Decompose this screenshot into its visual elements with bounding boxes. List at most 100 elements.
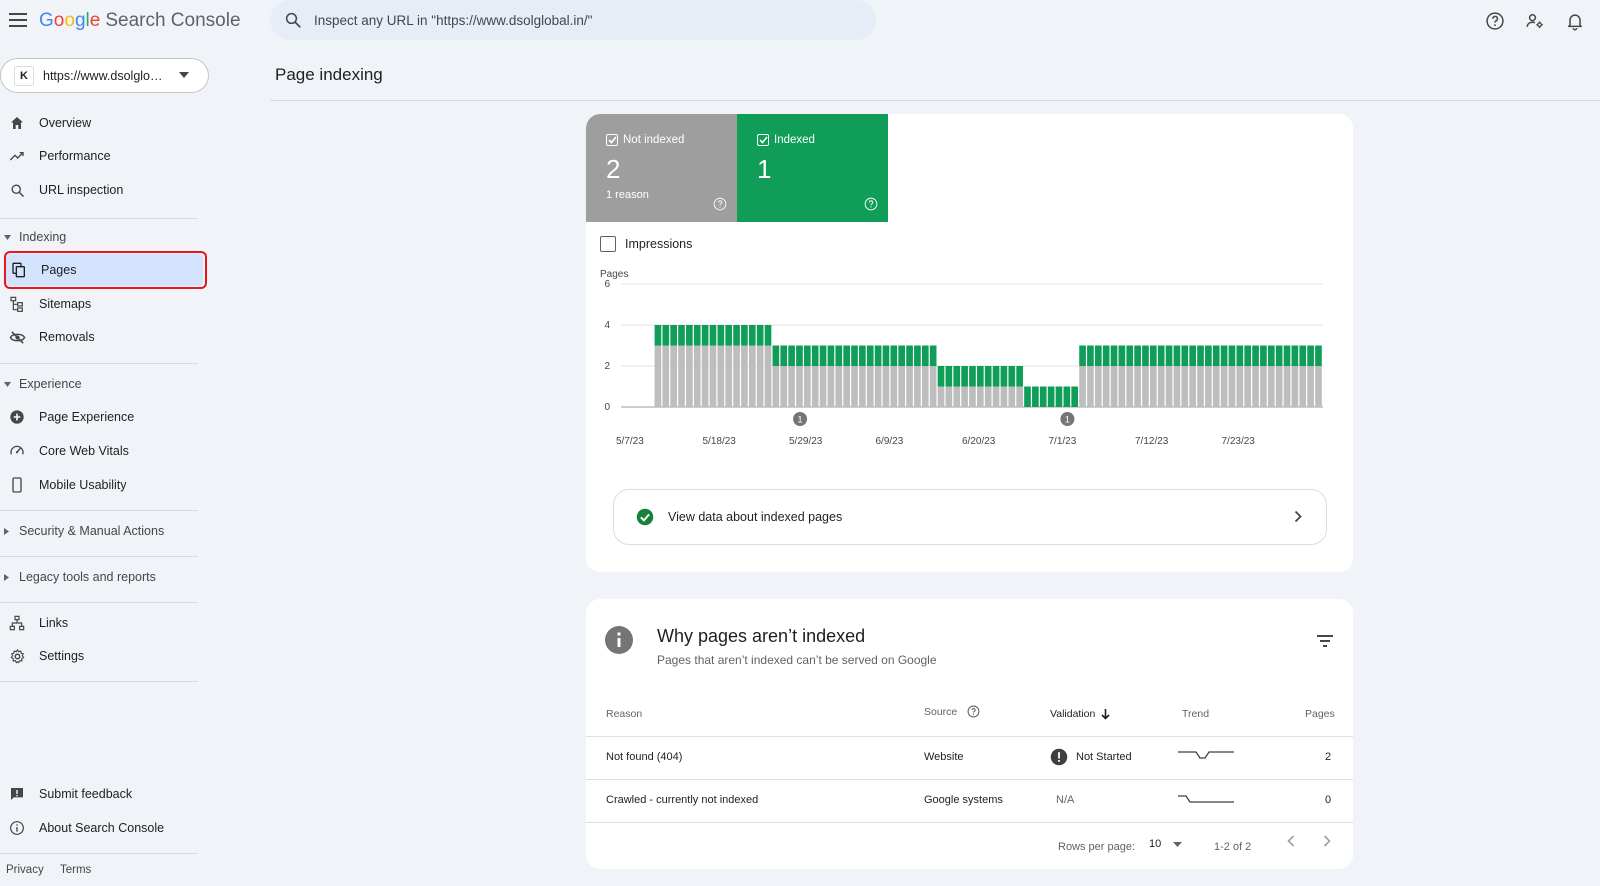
impressions-checkbox[interactable]: Impressions <box>600 236 692 252</box>
bar-not-indexed <box>709 345 717 407</box>
sidebar-item-url-inspection[interactable]: URL inspection <box>0 176 196 204</box>
bar-not-indexed <box>1118 366 1126 407</box>
sidebar-section-security[interactable]: Security & Manual Actions <box>0 520 164 542</box>
manage-users-button[interactable] <box>1523 9 1547 33</box>
sidebar-item-settings[interactable]: Settings <box>0 642 196 670</box>
bar-not-indexed <box>686 345 693 407</box>
terms-link[interactable]: Terms <box>60 864 92 876</box>
bar-not-indexed <box>866 366 874 407</box>
checkbox-checked-icon <box>606 134 618 146</box>
speedometer-icon <box>10 445 24 455</box>
column-header-source: Source <box>924 705 980 718</box>
bar-indexed <box>725 325 733 346</box>
sidebar-item-core-web-vitals[interactable]: Core Web Vitals <box>0 437 196 465</box>
bar-indexed <box>984 366 992 387</box>
bar-indexed <box>1267 345 1275 366</box>
bar-not-indexed <box>1260 366 1267 407</box>
annotation-marker <box>793 412 808 426</box>
bar-indexed <box>1008 366 1016 387</box>
bar-indexed <box>1142 345 1149 366</box>
source-cell: Website <box>924 751 964 763</box>
property-selector[interactable]: K https://www.dsolglo… <box>0 58 209 93</box>
y-tick-label: 2 <box>604 361 610 372</box>
column-header-validation[interactable]: Validation <box>1050 708 1110 720</box>
checkbox-checked-icon <box>757 134 769 146</box>
x-tick-label: 7/23/23 <box>1222 436 1256 447</box>
sidebar-item-removals[interactable]: Removals <box>0 323 196 351</box>
sidebar-item-label: Page Experience <box>39 410 135 424</box>
bar-not-indexed <box>898 366 906 407</box>
privacy-link[interactable]: Privacy <box>6 864 44 876</box>
sidebar-section-legacy[interactable]: Legacy tools and reports <box>0 566 156 588</box>
sidebar-section-indexing[interactable]: Indexing <box>0 226 66 248</box>
bar-indexed <box>717 325 725 346</box>
bar-indexed <box>780 345 788 366</box>
bar-not-indexed <box>882 366 890 407</box>
sidebar-item-mobile-usability[interactable]: Mobile Usability <box>0 471 196 499</box>
bar-indexed <box>1024 386 1031 407</box>
sidebar-item-links[interactable]: Links <box>0 609 196 637</box>
help-icon[interactable] <box>864 197 878 211</box>
indexed-count: 1 <box>757 154 772 184</box>
sidebar-item-pages[interactable]: Pages <box>6 254 203 286</box>
table-row[interactable]: Crawled - currently not indexed Google s… <box>586 780 1353 822</box>
bar-indexed <box>1173 345 1181 366</box>
notifications-button[interactable] <box>1563 9 1587 33</box>
dropdown-caret-icon <box>179 72 189 78</box>
bar-indexed <box>1205 345 1212 366</box>
filter-icon[interactable] <box>1317 635 1333 647</box>
indexing-summary-card: Not indexed 2 1 reason Indexed 1 Impress… <box>586 114 1353 572</box>
sidebar-section-experience[interactable]: Experience <box>0 373 82 395</box>
bar-indexed <box>827 345 835 366</box>
column-header-pages: Pages <box>1305 708 1335 720</box>
not-indexed-tab[interactable]: Not indexed 2 1 reason <box>586 114 737 222</box>
help-icon[interactable] <box>967 705 980 718</box>
main-menu-button[interactable] <box>6 8 30 32</box>
y-tick-label: 4 <box>604 320 610 331</box>
bar-not-indexed <box>835 366 843 407</box>
y-axis-label: Pages <box>600 269 628 280</box>
view-indexed-pages-button[interactable]: View data about indexed pages <box>613 489 1327 545</box>
search-console-logo[interactable]: Google Search Console <box>39 10 241 31</box>
sidebar-item-label: About Search Console <box>39 821 165 835</box>
bar-not-indexed <box>1315 366 1322 407</box>
next-page-button[interactable] <box>1323 835 1331 847</box>
sidebar-item-page-experience[interactable]: Page Experience <box>0 403 196 431</box>
bar-indexed <box>882 345 890 366</box>
sidebar-divider <box>0 510 198 511</box>
bar-not-indexed <box>1008 386 1016 407</box>
sidebar-item-label: Settings <box>39 649 85 663</box>
bar-not-indexed <box>1267 366 1275 407</box>
bar-not-indexed <box>945 386 953 407</box>
sidebar-divider <box>0 681 198 682</box>
submit-feedback-link[interactable]: Submit feedback <box>0 780 196 808</box>
search-input[interactable] <box>314 12 834 28</box>
bar-indexed <box>1244 345 1252 366</box>
trend-sparkline <box>1178 795 1234 803</box>
impressions-label: Impressions <box>625 237 693 251</box>
url-inspection-search-bar[interactable] <box>270 0 876 40</box>
bar-indexed <box>1236 345 1244 366</box>
help-button[interactable] <box>1483 9 1507 33</box>
sidebar-item-overview[interactable]: Overview <box>0 109 196 137</box>
rows-per-page-select[interactable]: 10 <box>1149 838 1183 850</box>
why-not-indexed-card: Why pages aren’t indexed Pages that aren… <box>586 599 1353 869</box>
bar-not-indexed <box>1205 366 1212 407</box>
previous-page-button[interactable] <box>1287 835 1295 847</box>
table-row[interactable]: Not found (404) Website Not Started 2 <box>586 737 1353 779</box>
bar-not-indexed <box>1189 366 1196 407</box>
sidebar-item-performance[interactable]: Performance <box>0 142 196 170</box>
section-label: Experience <box>19 377 82 391</box>
bar-not-indexed <box>748 345 756 407</box>
indexed-tab[interactable]: Indexed 1 <box>737 114 888 222</box>
bar-not-indexed <box>764 345 772 407</box>
help-icon[interactable] <box>713 197 727 211</box>
not-indexed-reasons: 1 reason <box>606 189 649 201</box>
about-search-console-link[interactable]: About Search Console <box>0 814 196 842</box>
sidebar-item-label: Submit feedback <box>39 787 133 801</box>
bell-icon <box>1568 14 1582 31</box>
bar-indexed <box>741 325 748 346</box>
bar-not-indexed <box>1228 366 1236 407</box>
bar-not-indexed <box>1236 366 1244 407</box>
sidebar-item-sitemaps[interactable]: Sitemaps <box>0 290 196 318</box>
